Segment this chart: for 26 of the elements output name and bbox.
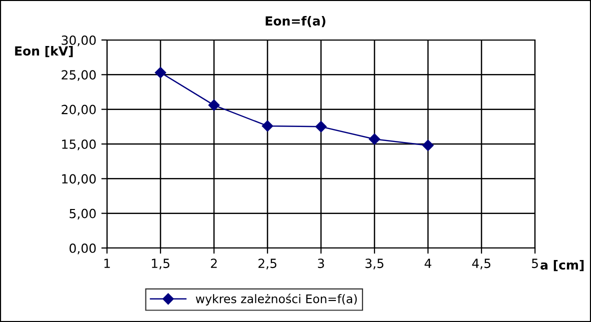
y-tick-label: 25,00 — [62, 70, 96, 81]
y-tick-label: 5,00 — [70, 208, 96, 220]
y-tick-label: 15,00 — [62, 139, 96, 150]
x-tick-label: 2 — [210, 258, 217, 268]
y-tick-label: 20,00 — [62, 104, 96, 116]
x-tick-label: 3,5 — [366, 258, 384, 270]
point — [368, 134, 380, 145]
point — [315, 121, 327, 132]
x-tick-label: 1,5 — [152, 258, 170, 270]
x-tick-label: 4 — [424, 258, 432, 268]
x-tick-label: 3 — [318, 258, 324, 268]
x-tick-label: 2,5 — [258, 258, 276, 270]
y-axis-title: Eon [kV] — [15, 46, 73, 58]
y-tick-label: 30,00 — [62, 35, 96, 46]
point — [422, 140, 434, 151]
x-tick-label: 5 — [532, 258, 538, 268]
legend-label: wykres zależności Eon=f(a) — [196, 294, 357, 306]
x-axis-title: a [cm] — [540, 260, 584, 272]
point — [262, 120, 274, 132]
y-tick-label: 10,00 — [62, 174, 96, 185]
y-tick-label: 0,00 — [70, 243, 96, 254]
x-tick-label: 1 — [104, 258, 110, 268]
chart-title: Eon=f(a) — [266, 16, 326, 28]
point — [208, 100, 220, 111]
x-tick-label: 4,5 — [472, 258, 490, 270]
point — [154, 66, 166, 78]
